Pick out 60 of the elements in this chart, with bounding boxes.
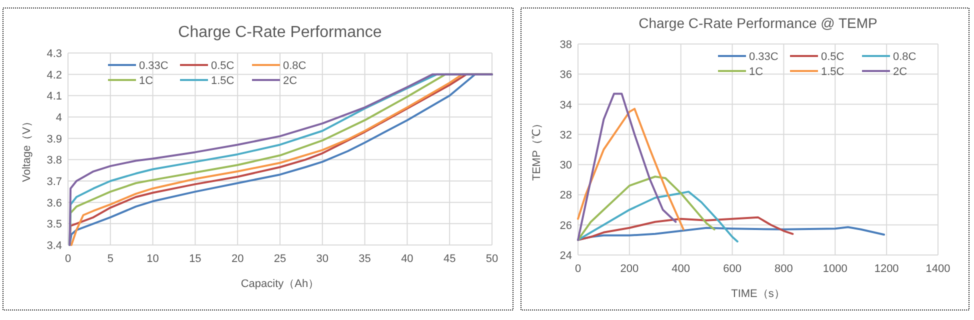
legend-label: 1.5C — [211, 75, 234, 87]
y-tick-label: 24 — [560, 250, 572, 262]
chart-title: Charge C-Rate Performance @ TEMP — [638, 15, 878, 31]
x-tick-label: 5 — [107, 253, 114, 265]
y-tick-label: 3.5 — [46, 218, 62, 231]
legend-label: 2C — [283, 75, 298, 87]
legend-label: 0.5C — [821, 51, 844, 63]
x-axis-title: TIME（s） — [731, 288, 785, 300]
line-series — [577, 216, 794, 241]
y-tick-label: 36 — [560, 69, 572, 82]
y-axis-title: Voltage（V） — [21, 116, 33, 182]
y-tick-label: 3.7 — [46, 176, 62, 188]
y-tick-label: 34 — [560, 99, 572, 112]
y-tick-label: 32 — [560, 129, 572, 142]
legend-label: 0.33C — [749, 51, 778, 63]
x-tick-label: 50 — [486, 253, 498, 265]
y-tick-label: 3.4 — [46, 240, 62, 252]
x-tick-label: 25 — [274, 253, 286, 265]
x-tick-label: 400 — [672, 263, 690, 275]
y-tick-label: 3.9 — [46, 133, 62, 146]
legend-label: 0.33C — [139, 60, 168, 72]
y-tick-label: 3.6 — [46, 197, 62, 210]
x-tick-label: 800 — [774, 263, 793, 275]
legend-label: 1.5C — [821, 66, 844, 78]
legend-label: 1C — [749, 66, 764, 78]
x-tick-label: 600 — [723, 263, 742, 275]
y-tick-label: 28 — [560, 190, 572, 202]
legend-label: 0.8C — [283, 60, 306, 72]
x-tick-label: 1200 — [874, 263, 899, 275]
x-axis-title: Capacity（Ah） — [240, 278, 320, 290]
legend-label: 1C — [139, 75, 154, 87]
y-tick-label: 4.1 — [46, 90, 62, 103]
line-series — [577, 92, 677, 241]
y-tick-label: 26 — [560, 220, 572, 232]
legend-label: 2C — [893, 66, 908, 78]
x-tick-label: 1400 — [926, 263, 950, 275]
x-tick-label: 1000 — [822, 263, 848, 275]
x-tick-label: 0 — [574, 263, 582, 275]
line-series — [577, 190, 738, 242]
x-tick-label: 10 — [146, 253, 159, 265]
legend-label: 0.5C — [211, 60, 234, 72]
x-tick-label: 15 — [189, 253, 202, 265]
x-tick-label: 20 — [231, 253, 244, 265]
y-axis-title: TEMP（℃） — [531, 118, 543, 181]
x-tick-label: 200 — [620, 263, 639, 275]
x-tick-label: 40 — [401, 253, 414, 265]
y-tick-label: 4.2 — [46, 69, 62, 82]
y-tick-label: 3.8 — [46, 154, 62, 167]
x-tick-label: 45 — [443, 253, 456, 265]
x-tick-label: 0 — [64, 253, 72, 265]
legend-label: 0.8C — [893, 51, 916, 63]
y-tick-label: 4 — [56, 112, 62, 124]
x-tick-label: 35 — [358, 253, 371, 265]
x-tick-label: 30 — [316, 253, 329, 265]
y-tick-label: 38 — [560, 39, 572, 51]
y-tick-label: 4.3 — [46, 48, 62, 60]
y-tick-label: 30 — [560, 160, 572, 172]
line-series — [577, 108, 684, 230]
chart-title: Charge C-Rate Performance — [178, 24, 382, 41]
line-series — [577, 176, 716, 241]
